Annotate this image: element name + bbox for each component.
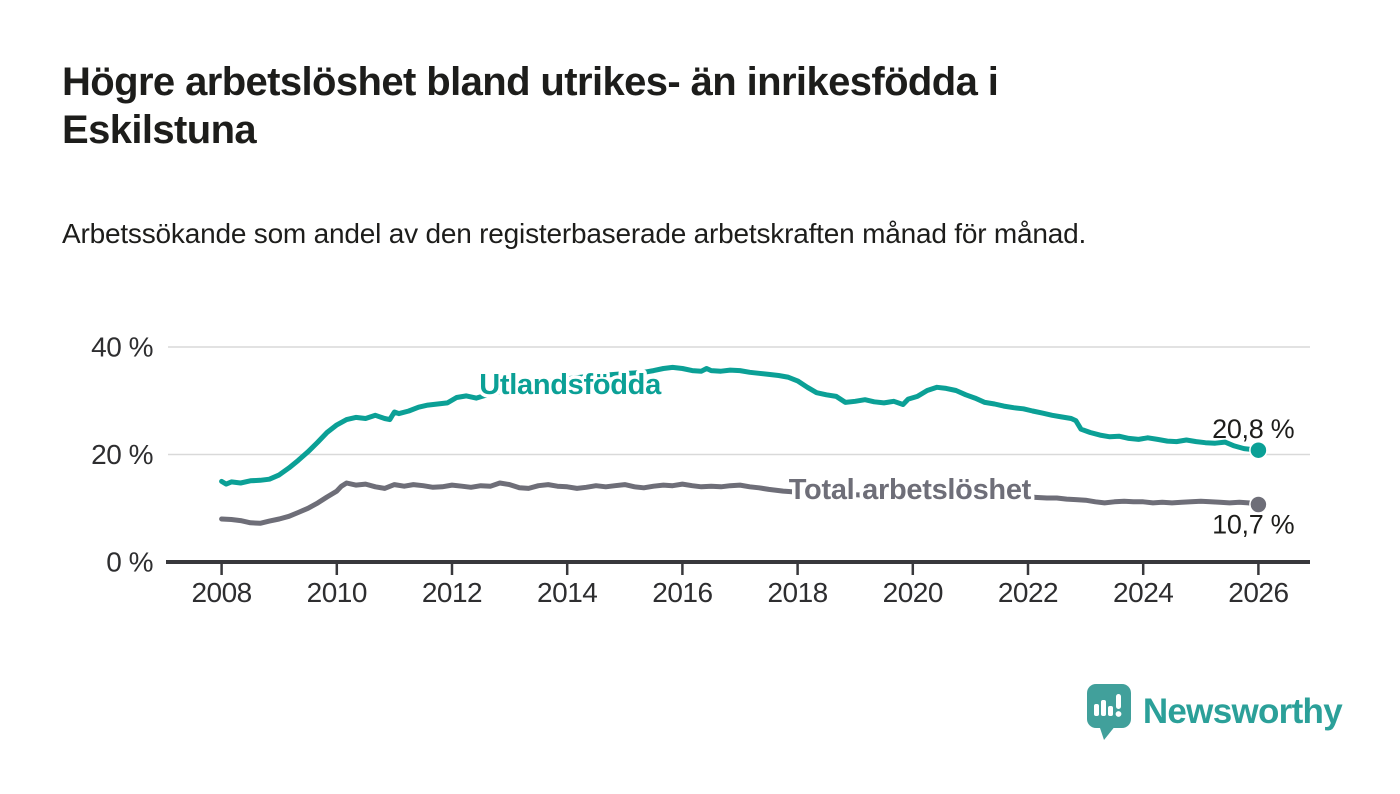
x-axis-tick-label: 2018 [767, 577, 827, 608]
newsworthy-logo: Newsworthy [1086, 683, 1343, 741]
series-end-dot [1249, 440, 1268, 460]
series-label: Utlandsfödda [479, 369, 662, 401]
x-axis-tick-label: 2020 [883, 577, 943, 608]
series-end-value-label: 20,8 % [1212, 414, 1295, 444]
x-axis-tick-label: 2010 [307, 577, 367, 608]
page-title: Högre arbetslöshet bland utrikes- än inr… [62, 60, 999, 152]
series-line-total [219, 480, 1261, 526]
x-axis-tick-label: 2016 [652, 577, 712, 608]
y-axis-label: 0 % [106, 547, 153, 578]
series-end-value-label: 10,7 % [1212, 509, 1295, 539]
x-axis-tick-label: 2026 [1228, 577, 1288, 608]
chart-subtitle: Arbetssökande som andel av den registerb… [62, 218, 1087, 249]
y-axis-label: 40 % [91, 332, 153, 363]
x-axis-tick-label: 2024 [1113, 577, 1173, 608]
x-axis-tick-label: 2014 [537, 577, 597, 608]
x-axis-tick-label: 2008 [191, 577, 251, 608]
x-axis-tick-label: 2012 [422, 577, 482, 608]
y-axis-label: 20 % [91, 439, 153, 470]
series-line-utlandsfodda [219, 364, 1261, 487]
series-end-dot [1249, 495, 1268, 514]
x-axis-tick-label: 2022 [998, 577, 1058, 608]
series-label: Total arbetslöshet [789, 474, 1032, 506]
speech-bubble-bar-chart-icon [1086, 684, 1131, 740]
newsworthy-wordmark: Newsworthy [1142, 692, 1343, 731]
